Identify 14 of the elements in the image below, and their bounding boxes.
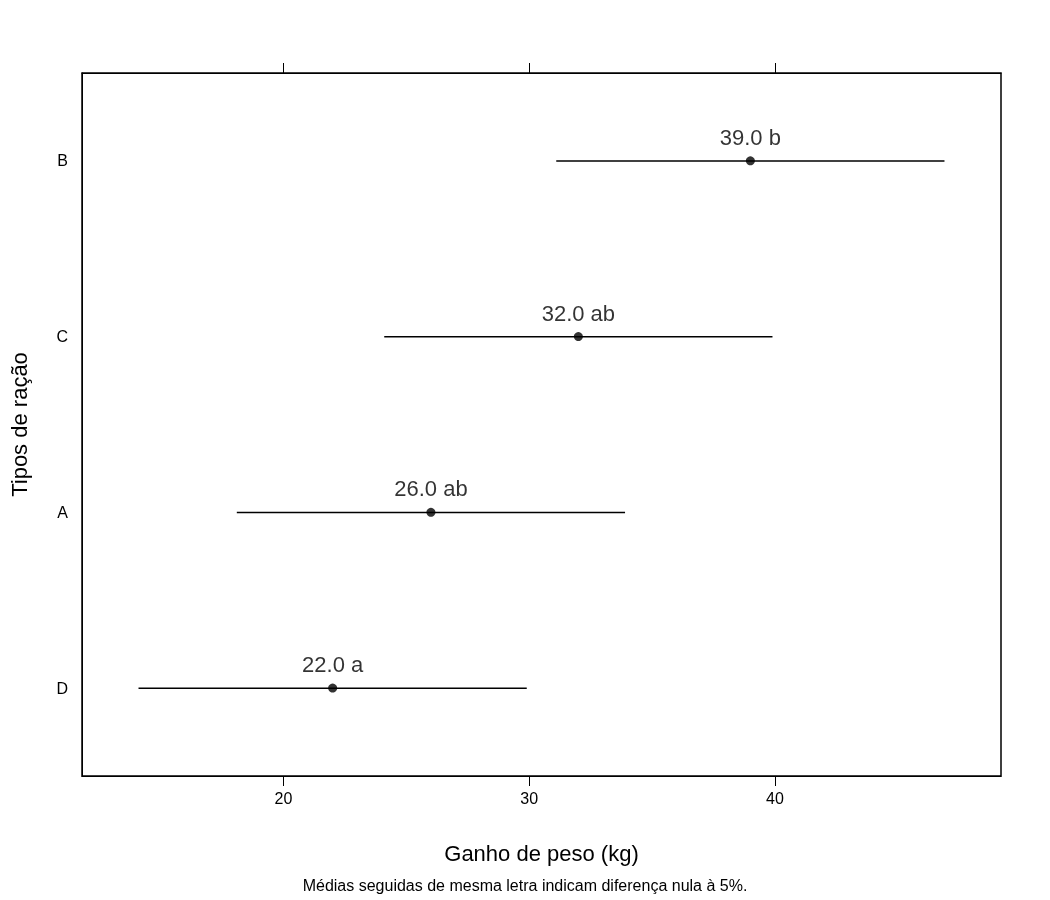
data-label: 22.0 a <box>302 652 364 678</box>
x-axis-title: Ganho de peso (kg) <box>444 840 639 866</box>
y-tick-label: A <box>57 503 69 521</box>
x-tick-label: 20 <box>274 789 293 807</box>
y-axis-title: Tipos de ração <box>6 352 32 497</box>
data-label: 39.0 b <box>719 124 781 150</box>
y-tick-label: C <box>56 328 68 346</box>
x-tick-label: 40 <box>766 789 784 807</box>
text: Médias seguidas de mesma letra indicam diferença nula à 5%. <box>302 876 748 894</box>
data-label: 32.0 ab <box>541 300 616 326</box>
data-label: 26.0 ab <box>394 476 468 502</box>
y-tick-label: B <box>57 152 68 170</box>
x-tick-label: 30 <box>520 789 539 807</box>
y-tick-label: D <box>56 679 68 697</box>
